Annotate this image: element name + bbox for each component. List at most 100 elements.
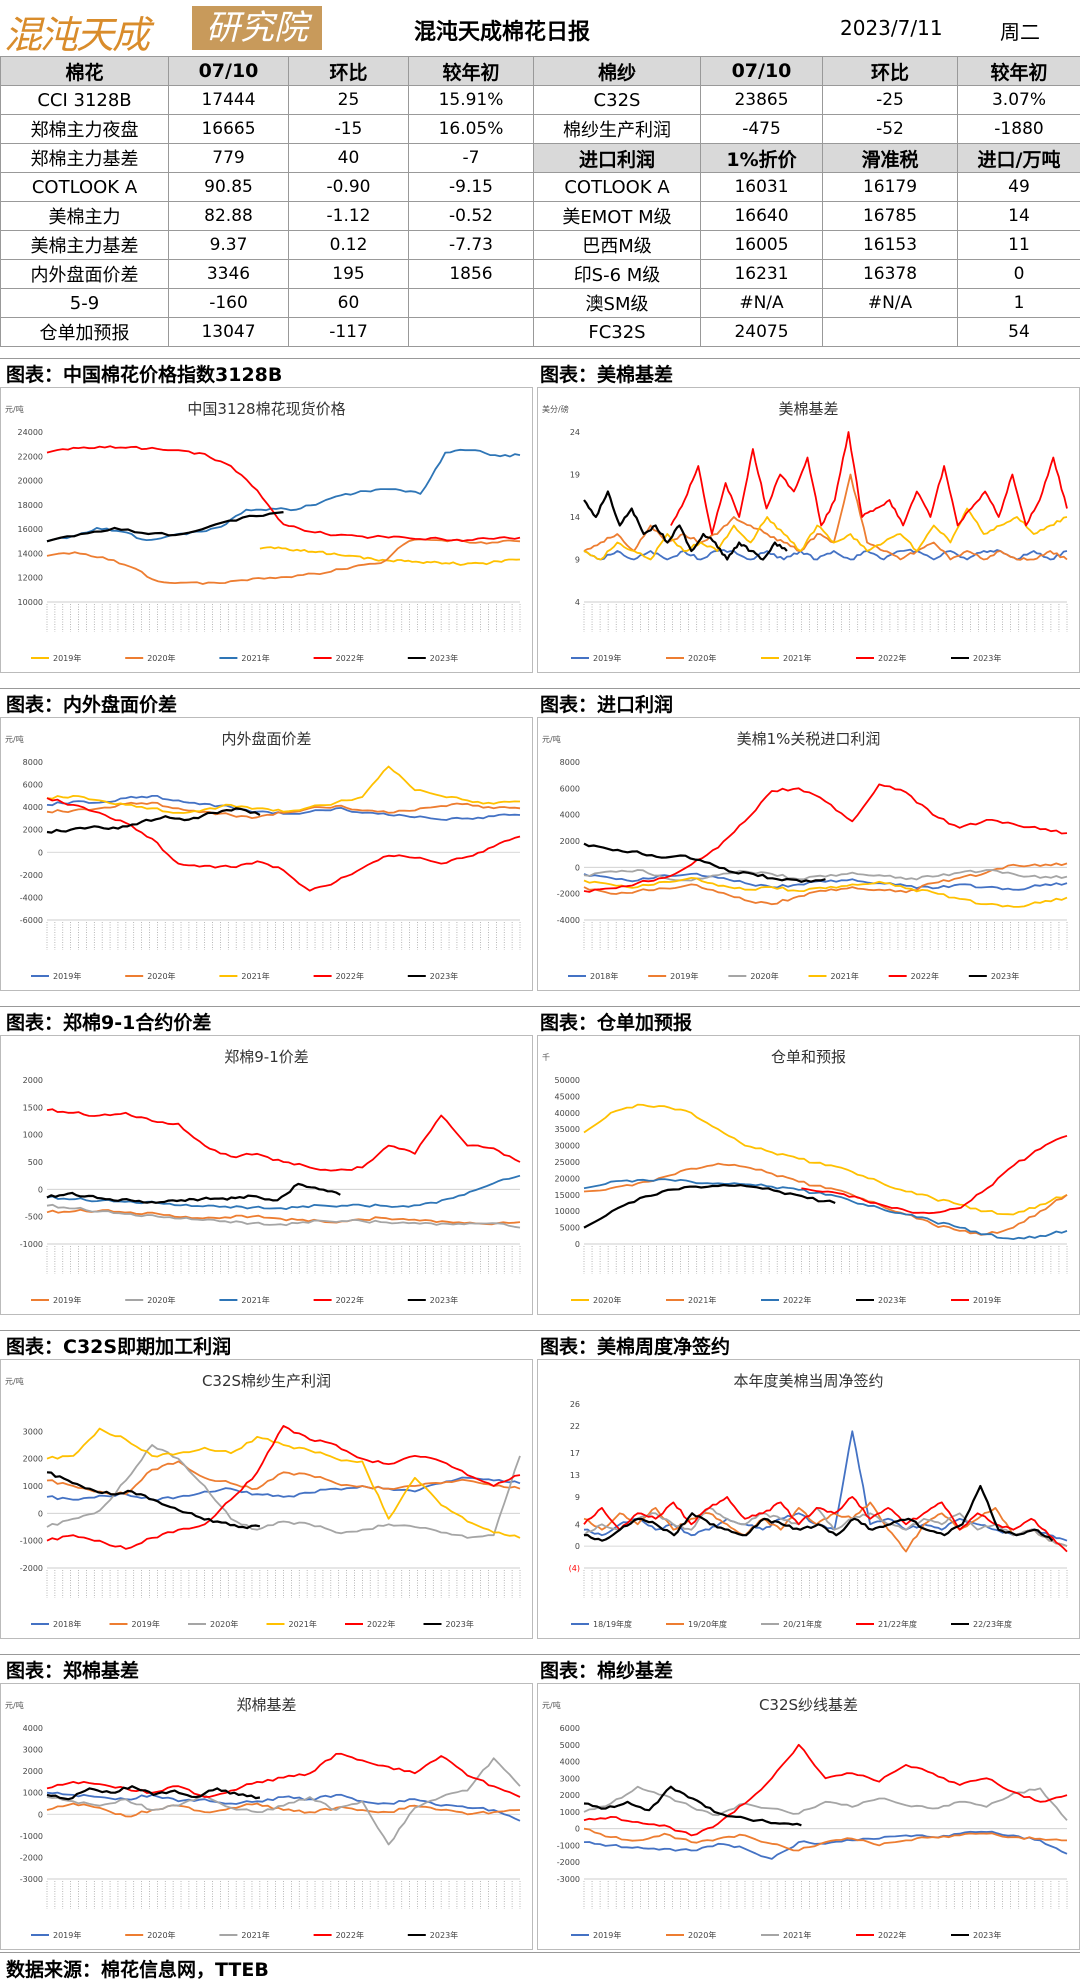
table-header-cell: 滑准税	[822, 143, 958, 173]
series-line	[583, 876, 1068, 908]
y-tick-label: 2000	[23, 1767, 43, 1776]
chart-title: C32S棉纱生产利润	[202, 1372, 331, 1390]
y-tick-label: 1000	[560, 1808, 580, 1817]
table-row: 内外盘面价差 3346 195 1856 印S-6 M级 16231 16378 0	[0, 259, 1080, 289]
series-line	[46, 1471, 261, 1530]
table-cell: #N/A	[822, 288, 958, 318]
table-cell: 郑棉主力基差	[0, 143, 169, 173]
legend-label: 2023年	[878, 1295, 906, 1305]
chart-title: 仓单和预报	[771, 1048, 846, 1066]
legend: 2019年 2020年 2021年 2022年 2023年	[571, 1930, 1001, 1940]
y-tick-label: 25000	[555, 1158, 580, 1167]
legend-label: 2023年	[430, 1930, 458, 1940]
legend-label: 2022年	[336, 1930, 364, 1940]
table-cell: 棉纱生产利润	[533, 114, 701, 144]
legend-label: 2020年	[593, 1295, 621, 1305]
table-cell: -52	[822, 114, 958, 144]
table-cell: 9.37	[168, 230, 289, 260]
table-cell	[822, 317, 958, 347]
chart-panel: 本年度美棉当周净签约 (4) 0 4 9 13 17 22 26 18/19年度 19/20年度 20…	[537, 1359, 1080, 1639]
legend-label: 2022年	[783, 1295, 811, 1305]
table-cell: 美棉主力基差	[0, 230, 169, 260]
chart-panel: 仓单和预报 千 0 5000 10000 15000 20000 25000 30000 3500…	[537, 1035, 1080, 1315]
table-cell: 779	[168, 143, 289, 173]
table-header-cell: 07/10	[700, 56, 823, 86]
x-tick-marks	[583, 604, 1068, 632]
chart-title: 本年度美棉当周净签约	[733, 1372, 883, 1390]
series-line	[583, 1506, 1068, 1547]
section-title: 图表：中国棉花价格指数3128B	[6, 364, 283, 386]
chart-svg: 郑棉9-1价差 -1000 -500 0 500 1000 1500 2000 2019年 202…	[20, 1048, 521, 1305]
y-tick-label: 6000	[560, 1724, 580, 1733]
y-tick-label: 4000	[23, 1724, 43, 1733]
series-line	[46, 1802, 521, 1818]
table-cell: -475	[700, 114, 823, 144]
series-line	[46, 1208, 521, 1226]
table-cell: -7	[408, 143, 534, 173]
table-row: 美棉主力基差 9.37 0.12 -7.73 巴西M级 16005 16153 11	[0, 230, 1080, 260]
table-row: 郑棉主力夜盘 16665 -15 16.05% 棉纱生产利润 -475 -52 -1880	[0, 114, 1080, 144]
chart-unit: 美分/磅	[542, 404, 569, 414]
y-tick-label: -1000	[20, 1537, 43, 1546]
table-cell	[408, 317, 534, 347]
summary-table: 棉花 07/10 环比 较年初 棉纱 07/10 环比 较年初 CCI 3128B 17444 25…	[0, 56, 1080, 347]
legend-label: 2021年	[688, 1295, 716, 1305]
y-tick-label: 0	[38, 1185, 43, 1194]
series-line	[46, 538, 521, 585]
y-tick-label: -1000	[20, 1832, 43, 1841]
table-cell: 0	[957, 259, 1080, 289]
series-line	[46, 795, 521, 821]
series-line	[46, 797, 521, 892]
legend-label: 2022年	[878, 1930, 906, 1940]
y-tick-label: 3000	[23, 1746, 43, 1755]
y-tick-label: 15000	[555, 1191, 580, 1200]
chart-svg: 郑棉基差 元/吨 -3000 -2000 -1000 0 1000 2000 3000 4000 2…	[5, 1696, 521, 1940]
series-line	[583, 862, 1068, 906]
section-title: 图表：郑棉基差	[6, 1660, 140, 1682]
legend-label: 2021年	[831, 971, 859, 981]
table-cell: 11	[957, 230, 1080, 260]
legend-label: 2019年	[973, 1295, 1001, 1305]
legend-label: 2019年	[53, 1930, 81, 1940]
legend-label: 2019年	[53, 1295, 81, 1305]
table-cell: 16231	[700, 259, 823, 289]
x-tick-marks	[46, 1246, 521, 1274]
chart-unit: 元/吨	[5, 404, 24, 414]
chart-unit: 千	[542, 1052, 550, 1062]
table-cell: 16665	[168, 114, 289, 144]
section-title: 图表：进口利润	[540, 694, 674, 716]
x-tick-marks	[46, 1881, 521, 1909]
y-tick-label: 20000	[555, 1174, 580, 1183]
y-tick-label: 4000	[560, 811, 580, 820]
y-tick-label: 3000	[560, 1774, 580, 1783]
y-tick-label: 0	[575, 1240, 580, 1249]
chart-unit: 元/吨	[5, 1700, 24, 1710]
y-tick-label: 10000	[18, 598, 43, 607]
y-tick-label: 4000	[23, 803, 43, 812]
legend-label: 2021年	[289, 1619, 317, 1629]
section-title: 图表：仓单加预报	[540, 1012, 693, 1034]
section-title: 图表：美棉基差	[540, 364, 674, 386]
chart-panel: 美棉基差 美分/磅 4 9 14 19 24 2019年 2020年 2021年 2022年 2023…	[537, 387, 1080, 673]
y-tick-label: 12000	[18, 574, 43, 583]
legend-label: 2020年	[210, 1619, 238, 1629]
divider	[0, 1006, 1080, 1007]
series-line	[583, 1743, 1068, 1837]
table-cell: 49	[957, 172, 1080, 202]
x-tick-marks	[583, 1881, 1068, 1909]
legend-label: 2023年	[430, 971, 458, 981]
legend-label: 2019年	[593, 653, 621, 663]
y-tick-label: 0	[575, 1825, 580, 1834]
chart-panel: 郑棉基差 元/吨 -3000 -2000 -1000 0 1000 2000 3000 4000 2…	[0, 1683, 533, 1950]
series-line	[46, 448, 521, 543]
y-tick-label: 4	[575, 1520, 580, 1529]
y-tick-label: 22	[570, 1422, 580, 1431]
y-tick-label: 4000	[560, 1758, 580, 1767]
table-cell: CCI 3128B	[0, 85, 169, 115]
table-cell: 郑棉主力夜盘	[0, 114, 169, 144]
y-tick-label: 9	[575, 556, 580, 565]
series-line	[583, 872, 1068, 891]
table-header-cell: 棉纱	[533, 56, 701, 86]
y-tick-label: 3000	[23, 1427, 43, 1436]
chart-title: 内外盘面价差	[221, 730, 311, 748]
